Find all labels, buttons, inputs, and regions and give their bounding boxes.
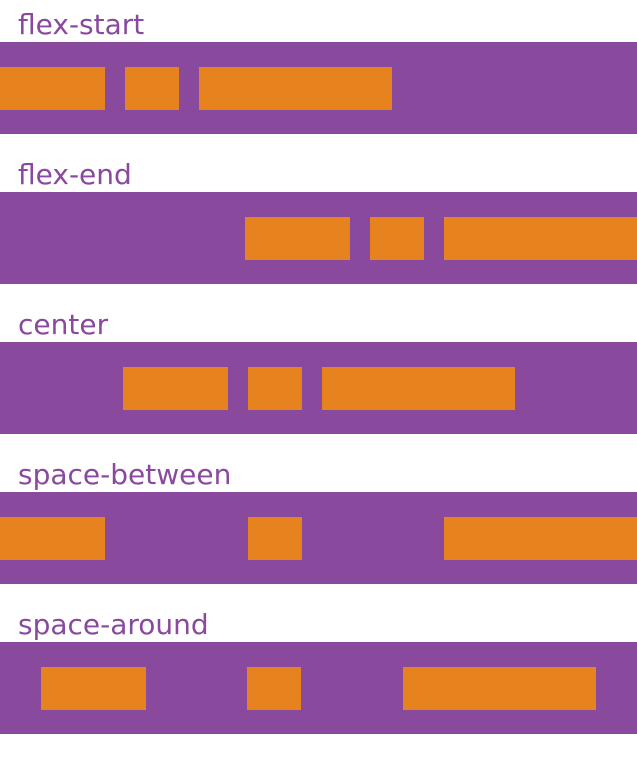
justify-value-label: flex-end	[18, 158, 132, 191]
flex-item-medium	[40, 666, 146, 710]
flex-item-large	[403, 666, 597, 710]
flex-item-small	[247, 516, 302, 560]
flex-item-medium	[245, 216, 350, 260]
flex-item-small	[247, 666, 302, 710]
flex-item-small	[370, 216, 424, 260]
justify-value-label: flex-start	[18, 8, 145, 41]
flex-item-large	[321, 366, 515, 410]
flex-item-medium	[0, 516, 105, 560]
flex-item-large	[444, 516, 637, 560]
flex-item-large	[199, 66, 392, 110]
flex-item-small	[125, 66, 179, 110]
flex-container-bar	[0, 642, 637, 734]
justify-value-label: center	[18, 308, 109, 341]
flex-item-medium	[0, 66, 105, 110]
section-center: center	[0, 300, 637, 450]
flex-container-bar	[0, 42, 637, 134]
flex-container-bar	[0, 342, 637, 434]
section-flex-start: flex-start	[0, 0, 637, 150]
justify-value-label: space-around	[18, 608, 209, 641]
justify-value-label: space-between	[18, 458, 232, 491]
section-space-around: space-around	[0, 600, 637, 763]
section-space-between: space-between	[0, 450, 637, 600]
section-flex-end: flex-end	[0, 150, 637, 300]
flex-item-large	[444, 216, 637, 260]
flex-container-bar	[0, 492, 637, 584]
flex-container-bar	[0, 192, 637, 284]
flex-item-medium	[122, 366, 228, 410]
flex-item-small	[247, 366, 302, 410]
